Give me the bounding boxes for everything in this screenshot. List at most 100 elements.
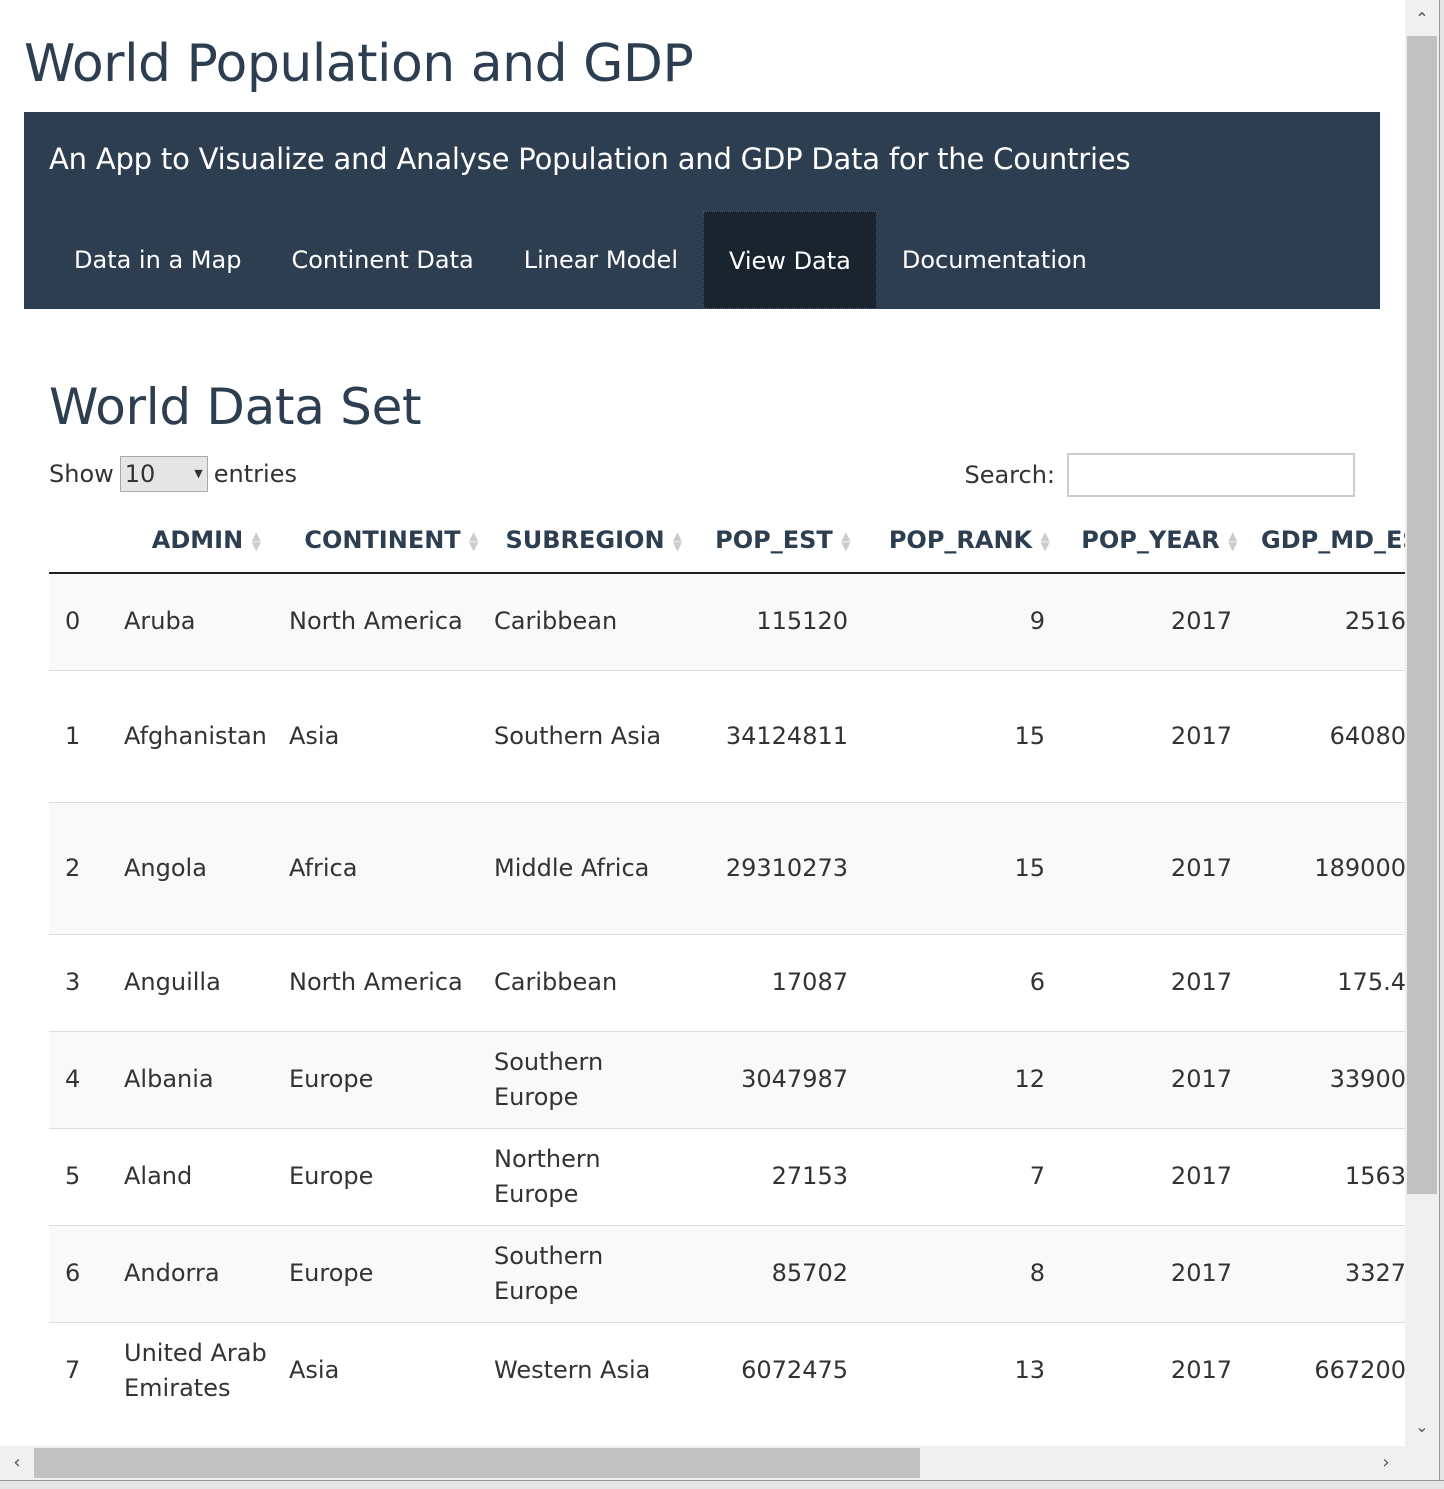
column-header-label: ADMIN <box>151 526 244 554</box>
column-header-label: CONTINENT <box>304 526 461 554</box>
table-row[interactable]: 2 Angola Africa Middle Africa 29310273 15 2017… <box>49 801 1405 934</box>
entries-select-value: 10 <box>124 460 156 488</box>
entries-select[interactable]: 10 ▼ <box>119 456 208 492</box>
cell-pop-est: 3047987 <box>694 1030 872 1128</box>
tab-documentation[interactable]: Documentation <box>901 246 1087 274</box>
scroll-down-icon[interactable]: ⌄ <box>1415 1417 1429 1436</box>
sort-icon: ▲ ▼ <box>251 529 261 553</box>
cell-pop-est: 34124811 <box>694 669 872 802</box>
tab-linear-model[interactable]: Linear Model <box>523 246 678 274</box>
table-row[interactable]: 3 Anguilla North America Caribbean 17087 6 201… <box>49 933 1405 1031</box>
cell-continent: North America <box>289 572 494 670</box>
cell-pop-rank: 13 <box>872 1321 1067 1419</box>
cell-index: 0 <box>49 572 124 670</box>
section-title: World Data Set <box>49 378 422 436</box>
cell-admin: Aruba <box>124 572 289 670</box>
cell-subregion: Southern Europe <box>494 1224 694 1322</box>
cell-subregion: Northern Europe <box>494 1127 694 1225</box>
cell-pop-est: 17087 <box>694 933 872 1031</box>
cell-pop-year: 2017 <box>1067 1321 1252 1419</box>
cell-pop-year: 2017 <box>1067 1224 1252 1322</box>
vertical-scrollbar[interactable]: ⌃ ⌄ <box>1405 0 1439 1446</box>
show-label: Show <box>49 460 114 488</box>
cell-pop-est: 27153 <box>694 1127 872 1225</box>
column-header-label: GDP_MD_EST <box>1261 526 1405 554</box>
horizontal-scroll-thumb[interactable] <box>34 1448 920 1478</box>
cell-admin: Angola <box>124 801 289 934</box>
entries-label: entries <box>213 460 297 488</box>
cell-admin: Aland <box>124 1127 289 1225</box>
cell-pop-est: 6072475 <box>694 1321 872 1419</box>
cell-gdp-md-est: 64080 <box>1252 669 1405 802</box>
table-row[interactable]: 4 Albania Europe Southern Europe 3047987 12 20… <box>49 1030 1405 1128</box>
scroll-right-icon[interactable]: › <box>1382 1452 1390 1473</box>
table-header-row: ADMIN ▲ ▼ CONTINENT ▲ ▼ SUBREGION ▲ ▼ POP_EST ▲… <box>49 508 1405 574</box>
scroll-left-icon[interactable]: ‹ <box>13 1452 21 1473</box>
column-header-label: POP_EST <box>715 526 833 554</box>
cell-gdp-md-est: 3327 <box>1252 1224 1405 1322</box>
search-input[interactable] <box>1067 453 1355 497</box>
tab-continent-data[interactable]: Continent Data <box>291 246 474 274</box>
column-header-pop-rank[interactable]: POP_RANK ▲ ▼ <box>872 508 1067 574</box>
column-header-pop-est[interactable]: POP_EST ▲ ▼ <box>694 508 872 574</box>
cell-pop-est: 115120 <box>694 572 872 670</box>
column-header-continent[interactable]: CONTINENT ▲ ▼ <box>289 508 494 574</box>
cell-gdp-md-est: 33900 <box>1252 1030 1405 1128</box>
cell-subregion: Caribbean <box>494 933 694 1031</box>
cell-index: 7 <box>49 1321 124 1419</box>
column-header-label: POP_RANK <box>888 526 1033 554</box>
cell-gdp-md-est: 189000 <box>1252 801 1405 934</box>
cell-pop-rank: 12 <box>872 1030 1067 1128</box>
cell-gdp-md-est: 1563 <box>1252 1127 1405 1225</box>
cell-subregion: Southern Europe <box>494 1030 694 1128</box>
column-header-index[interactable] <box>49 508 124 574</box>
cell-index: 2 <box>49 801 124 934</box>
cell-pop-year: 2017 <box>1067 1127 1252 1225</box>
cell-pop-year: 2017 <box>1067 1030 1252 1128</box>
cell-pop-rank: 15 <box>872 801 1067 934</box>
sort-icon: ▲ ▼ <box>672 529 683 553</box>
table-row[interactable]: 6 Andorra Europe Southern Europe 85702 8 2017 3… <box>49 1224 1405 1322</box>
cell-pop-year: 2017 <box>1067 669 1252 802</box>
search-label: Search: <box>964 461 1055 489</box>
cell-pop-est: 85702 <box>694 1224 872 1322</box>
table-row[interactable]: 1 Afghanistan Asia Southern Asia 34124811 15 2… <box>49 669 1405 802</box>
table-row[interactable]: 0 Aruba North America Caribbean 115120 9 2017 2… <box>49 572 1405 670</box>
scrollbar-corner <box>1405 1446 1439 1480</box>
table-row[interactable]: 7 United Arab Emirates Asia Western Asia 607… <box>49 1321 1405 1419</box>
cell-gdp-md-est: 2516 <box>1252 572 1405 670</box>
cell-index: 6 <box>49 1224 124 1322</box>
column-header-pop-year[interactable]: POP_YEAR ▲ ▼ <box>1067 508 1252 574</box>
column-header-gdp-md-est[interactable]: GDP_MD_EST▲▼ <box>1252 508 1405 574</box>
horizontal-scrollbar[interactable]: ‹ › <box>0 1446 1405 1480</box>
cell-index: 3 <box>49 933 124 1031</box>
cell-pop-rank: 7 <box>872 1127 1067 1225</box>
cell-continent: Europe <box>289 1127 494 1225</box>
cell-admin: Andorra <box>124 1224 289 1322</box>
cell-continent: Europe <box>289 1030 494 1128</box>
sort-icon: ▲ ▼ <box>841 529 851 553</box>
cell-pop-rank: 9 <box>872 572 1067 670</box>
cell-continent: Africa <box>289 801 494 934</box>
cell-pop-year: 2017 <box>1067 933 1252 1031</box>
cell-pop-rank: 15 <box>872 669 1067 802</box>
column-header-subregion[interactable]: SUBREGION ▲ ▼ <box>494 508 694 574</box>
cell-continent: Asia <box>289 669 494 802</box>
window-frame-bottom <box>0 1480 1444 1489</box>
navbar: An App to Visualize and Analyse Populati… <box>24 112 1380 309</box>
tab-data-in-a-map[interactable]: Data in a Map <box>74 246 242 274</box>
vertical-scroll-thumb[interactable] <box>1407 36 1437 1194</box>
table-row[interactable]: 5 Aland Europe Northern Europe 27153 7 2017 156… <box>49 1127 1405 1225</box>
tab-view-data[interactable]: View Data <box>702 211 877 309</box>
cell-gdp-md-est: 667200 <box>1252 1321 1405 1419</box>
column-header-label: POP_YEAR <box>1081 526 1220 554</box>
cell-pop-est: 29310273 <box>694 801 872 934</box>
app-title: World Population and GDP <box>24 34 694 94</box>
column-header-admin[interactable]: ADMIN ▲ ▼ <box>124 508 289 574</box>
cell-pop-rank: 6 <box>872 933 1067 1031</box>
cell-index: 4 <box>49 1030 124 1128</box>
scroll-up-icon[interactable]: ⌃ <box>1415 9 1429 28</box>
cell-pop-rank: 8 <box>872 1224 1067 1322</box>
cell-subregion: Caribbean <box>494 572 694 670</box>
cell-index: 5 <box>49 1127 124 1225</box>
